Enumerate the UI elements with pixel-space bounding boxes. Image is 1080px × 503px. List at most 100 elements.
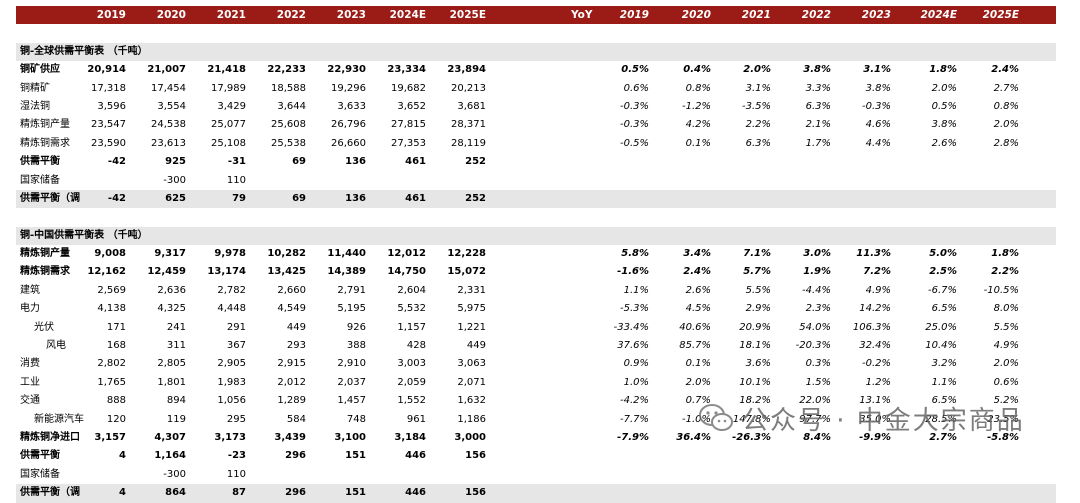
row-yoy: 40.6% (679, 321, 711, 333)
row-value: 12,459 (147, 266, 186, 278)
row-value: 3,681 (457, 100, 486, 112)
row-yoy: 0.7% (685, 395, 711, 407)
row-yoy: 2.7% (929, 431, 957, 443)
row-yoy: 3.3% (805, 82, 831, 94)
row-yoy: 7.2% (863, 266, 891, 278)
row-value: 22,930 (327, 64, 366, 76)
row-value: 11,440 (327, 248, 366, 260)
row-yoy: 0.9% (623, 358, 649, 370)
row-yoy: 0.8% (993, 100, 1019, 112)
row-yoy: 2.0% (685, 376, 711, 388)
row-yoy: 35.0% (859, 413, 891, 425)
row-yoy: 22.0% (799, 395, 831, 407)
row-yoy: 10.4% (925, 340, 957, 352)
section-gap (16, 208, 1056, 226)
row-value: 1,552 (397, 395, 426, 407)
row-yoy: -3.5% (741, 100, 771, 112)
row-value: 171 (106, 321, 126, 333)
row-value: 2,604 (397, 284, 426, 296)
row-value: 3,596 (97, 100, 126, 112)
table-row: 供需平衡 -42 925 -31 69 136 461 252 (16, 153, 1056, 171)
row-value: 151 (345, 487, 366, 499)
row-yoy: 2.2% (991, 266, 1019, 278)
row-value: 23,547 (91, 119, 126, 131)
header-year: 2021 (216, 9, 246, 21)
row-yoy: 2.0% (993, 358, 1019, 370)
row-value: -42 (107, 156, 126, 168)
row-yoy: 5.8% (621, 248, 649, 260)
row-value: 2,802 (97, 358, 126, 370)
table-row: 供需平衡（调 -42 625 79 69 136 461 252 (16, 189, 1056, 209)
row-value: 2,905 (217, 358, 246, 370)
row-yoy: 8.4% (803, 431, 831, 443)
row-value: 584 (286, 413, 306, 425)
row-value: 13,174 (207, 266, 246, 278)
row-yoy: 1.2% (865, 376, 891, 388)
row-yoy: 2.0% (993, 119, 1019, 131)
row-value: 17,454 (151, 82, 186, 94)
row-yoy: 36.4% (676, 431, 711, 443)
row-value: 3,429 (217, 100, 246, 112)
row-value: 79 (232, 192, 246, 204)
row-value: 926 (346, 321, 366, 333)
row-yoy: -33.4% (613, 321, 649, 333)
row-value: 1,983 (217, 376, 246, 388)
row-value: 3,100 (334, 431, 366, 443)
row-value: 4,138 (97, 303, 126, 315)
row-yoy: 3.8% (803, 64, 831, 76)
row-value: 2,037 (337, 376, 366, 388)
row-yoy: -10.5% (983, 284, 1019, 296)
row-value: 241 (166, 321, 186, 333)
row-yoy: 3.1% (745, 82, 771, 94)
row-value: 2,012 (277, 376, 306, 388)
row-value: 24,538 (151, 119, 186, 131)
row-yoy: 2.0% (931, 82, 957, 94)
row-value: 136 (345, 192, 366, 204)
row-yoy: 2.8% (993, 137, 1019, 149)
row-yoy: 0.1% (685, 137, 711, 149)
row-value: 2,910 (337, 358, 366, 370)
row-yoy: -4.2% (619, 395, 649, 407)
row-label: 国家储备 (20, 468, 60, 480)
row-label: 新能源汽车 (34, 413, 84, 425)
row-yoy: 1.7% (805, 137, 831, 149)
row-value: 2,569 (97, 284, 126, 296)
row-value: 894 (166, 395, 186, 407)
header-yoy-label: YoY (571, 9, 593, 21)
section-title: 铜-中国供需平衡表 （千吨） (16, 226, 1056, 246)
row-label: 风电 (46, 340, 66, 352)
section-title-text: 铜-中国供需平衡表 （千吨） (20, 229, 148, 241)
row-yoy: 4.6% (865, 119, 891, 131)
row-value: 21,007 (147, 64, 186, 76)
row-yoy: 10.1% (739, 376, 771, 388)
row-value: 3,644 (277, 100, 306, 112)
row-label: 电力 (20, 303, 40, 315)
row-yoy: 0.5% (621, 64, 649, 76)
row-yoy: 14.2% (859, 303, 891, 315)
row-label: 精炼铜净进口 (20, 431, 80, 443)
row-value: 4 (119, 450, 126, 462)
row-yoy: 0.6% (993, 376, 1019, 388)
row-value: 28,119 (451, 137, 486, 149)
section-title-text: 铜-全球供需平衡表 （千吨） (20, 45, 148, 57)
row-value: 27,353 (391, 137, 426, 149)
row-value: 18,588 (271, 82, 306, 94)
row-yoy: 0.4% (683, 64, 711, 76)
row-yoy: -4.4% (801, 284, 831, 296)
header-yoy-year: 2021 (741, 9, 771, 21)
row-value: 17,989 (211, 82, 246, 94)
row-value: 3,000 (454, 431, 486, 443)
row-value: 26,660 (331, 137, 366, 149)
row-label: 消费 (20, 358, 40, 370)
row-value: 19,296 (331, 82, 366, 94)
row-value: 1,457 (337, 395, 366, 407)
row-value: 23,613 (151, 137, 186, 149)
row-yoy: 6.5% (931, 395, 957, 407)
row-value: 3,633 (337, 100, 366, 112)
section-title: 铜-全球供需平衡表 （千吨） (16, 42, 1056, 62)
row-value: 2,660 (277, 284, 306, 296)
row-yoy: 106.3% (852, 321, 891, 333)
row-value: 748 (346, 413, 366, 425)
row-value: 168 (106, 340, 126, 352)
row-yoy: 147.8% (732, 413, 771, 425)
